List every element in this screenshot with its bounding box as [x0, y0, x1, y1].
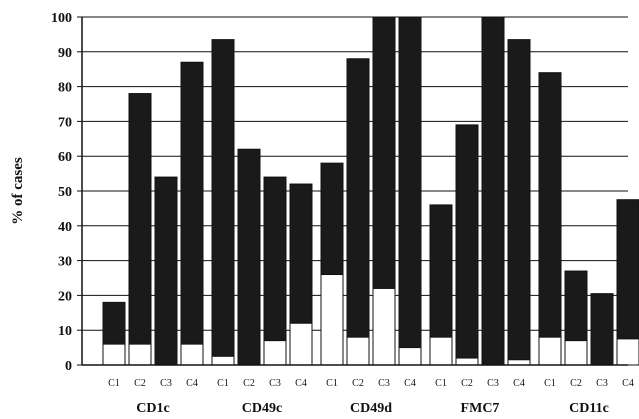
y-tick-label: 30: [58, 255, 72, 270]
bar-white-segment: [564, 340, 588, 366]
x-subcategory-label: C1: [544, 378, 556, 389]
bar-white-segment: [128, 343, 152, 366]
x-subcategory-label: C4: [186, 378, 198, 389]
y-tick-label: 80: [58, 81, 72, 96]
y-tick-label: 100: [51, 11, 72, 26]
x-subcategory-label: C2: [134, 378, 146, 389]
bar-dark-segment: [616, 199, 639, 340]
x-subcategory-label: C3: [160, 378, 172, 389]
x-subcategory-label: C1: [326, 378, 338, 389]
x-subcategory-label: C3: [269, 378, 281, 389]
x-axis-labels: C1 C2 C3 C4 CD1c C1 C2 C3 C4 CD49c C1 C2 C3 C4 CD49d C1…: [108, 378, 634, 416]
y-tick-label: 10: [58, 324, 72, 339]
y-axis-ticks: 0 10 20 30 40 50 60 70 80 90 100: [51, 11, 82, 374]
x-group-label: CD11c: [569, 401, 609, 416]
bar-white-segment: [289, 322, 313, 366]
bar-group-cd49c: [211, 39, 313, 366]
y-tick-label: 20: [58, 289, 72, 304]
x-subcategory-label: C2: [352, 378, 364, 389]
bar-dark-segment: [481, 16, 505, 366]
bar-dark-segment: [507, 39, 531, 361]
bar-group-cd1c: [102, 61, 204, 366]
bar-white-segment: [429, 336, 453, 366]
bar-white-segment: [180, 343, 204, 366]
y-axis-title: % of cases: [10, 157, 26, 225]
x-subcategory-label: C1: [108, 378, 120, 389]
x-subcategory-label: C4: [404, 378, 416, 389]
bar-dark-segment: [289, 183, 313, 324]
x-subcategory-label: C2: [461, 378, 473, 389]
x-subcategory-label: C4: [295, 378, 307, 389]
bar-dark-segment: [398, 16, 422, 349]
bar-white-segment: [263, 340, 287, 366]
bar-dark-segment: [429, 204, 453, 338]
bar-dark-segment: [237, 148, 261, 366]
x-group-label: FMC7: [461, 401, 500, 416]
x-group-label: CD49c: [242, 401, 282, 416]
x-group-label: CD1c: [136, 401, 169, 416]
bar-dark-segment: [263, 176, 287, 342]
x-subcategory-label: C4: [622, 378, 634, 389]
y-tick-label: 70: [58, 115, 72, 130]
x-subcategory-label: C3: [487, 378, 499, 389]
bar-dark-segment: [455, 124, 479, 359]
bar-dark-segment: [346, 58, 370, 338]
x-subcategory-label: C3: [378, 378, 390, 389]
bar-white-segment: [398, 347, 422, 366]
bar-white-segment: [346, 336, 370, 366]
x-group-label: CD49d: [350, 401, 392, 416]
x-subcategory-label: C3: [596, 378, 608, 389]
y-tick-label: 0: [65, 359, 72, 374]
y-tick-label: 90: [58, 46, 72, 61]
bar-white-segment: [507, 359, 531, 366]
bar-white-segment: [372, 287, 396, 366]
y-tick-label: 50: [58, 185, 72, 200]
bar-white-segment: [320, 274, 344, 366]
x-subcategory-label: C1: [217, 378, 229, 389]
bar-white-segment: [538, 336, 562, 366]
x-subcategory-label: C2: [570, 378, 582, 389]
x-subcategory-label: C1: [435, 378, 447, 389]
bar-dark-segment: [128, 93, 152, 345]
bar-group-fmc7: [429, 16, 531, 366]
bar-dark-segment: [590, 293, 614, 366]
x-subcategory-label: C2: [243, 378, 255, 389]
bar-dark-segment: [538, 72, 562, 338]
bar-dark-segment: [564, 270, 588, 342]
bars: [102, 16, 639, 366]
bar-dark-segment: [320, 162, 344, 276]
bar-dark-segment: [180, 61, 204, 345]
bar-group-cd49d: [320, 16, 422, 366]
bar-group-cd11c: [538, 72, 639, 366]
bar-dark-segment: [154, 176, 178, 366]
bar-dark-segment: [102, 301, 126, 345]
y-tick-label: 40: [58, 220, 72, 235]
bar-white-segment: [102, 343, 126, 366]
x-subcategory-label: C4: [513, 378, 525, 389]
bar-white-segment: [616, 338, 639, 366]
bar-white-segment: [211, 355, 235, 366]
y-tick-label: 60: [58, 150, 72, 165]
bar-dark-segment: [211, 39, 235, 357]
bar-white-segment: [455, 357, 479, 366]
bar-dark-segment: [372, 16, 396, 289]
